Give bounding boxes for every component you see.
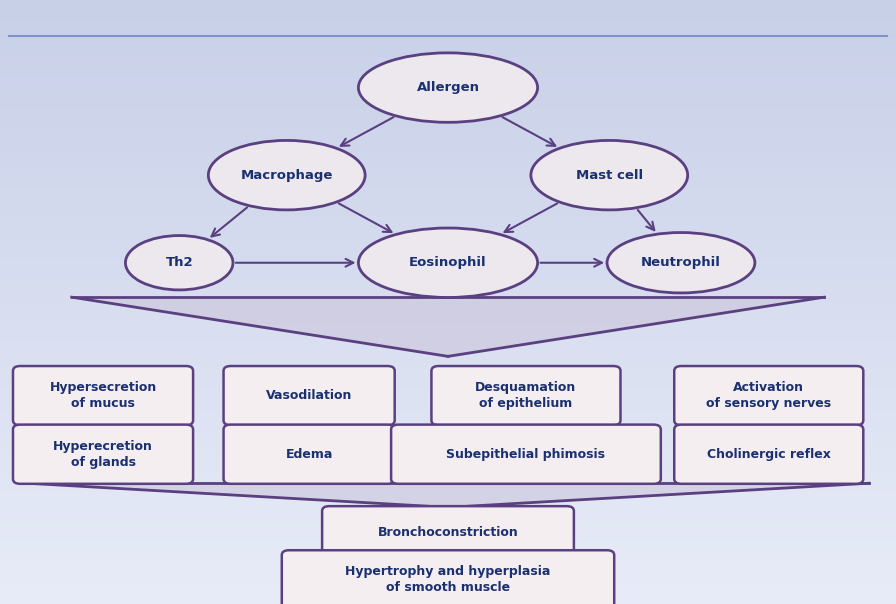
Text: Macrophage: Macrophage — [240, 169, 333, 182]
Text: Eosinophil: Eosinophil — [409, 256, 487, 269]
FancyBboxPatch shape — [674, 366, 864, 425]
Text: Vasodilation: Vasodilation — [266, 389, 352, 402]
FancyBboxPatch shape — [223, 366, 394, 425]
Text: Neutrophil: Neutrophil — [641, 256, 721, 269]
Text: Cholinergic reflex: Cholinergic reflex — [707, 448, 831, 461]
FancyBboxPatch shape — [13, 425, 194, 484]
FancyBboxPatch shape — [391, 425, 661, 484]
FancyBboxPatch shape — [323, 506, 574, 559]
FancyBboxPatch shape — [674, 425, 864, 484]
FancyBboxPatch shape — [431, 366, 620, 425]
Text: Bronchoconstriction: Bronchoconstriction — [377, 526, 519, 539]
Text: Allergen: Allergen — [417, 81, 479, 94]
FancyBboxPatch shape — [223, 425, 394, 484]
Ellipse shape — [208, 141, 366, 210]
Text: Th2: Th2 — [166, 256, 193, 269]
Ellipse shape — [358, 228, 538, 298]
Text: Mast cell: Mast cell — [576, 169, 642, 182]
Text: Activation
of sensory nerves: Activation of sensory nerves — [706, 381, 831, 410]
Polygon shape — [72, 297, 824, 356]
Ellipse shape — [607, 233, 754, 293]
Text: Desquamation
of epithelium: Desquamation of epithelium — [475, 381, 577, 410]
Polygon shape — [27, 483, 869, 507]
Text: Subepithelial phimosis: Subepithelial phimosis — [446, 448, 606, 461]
FancyBboxPatch shape — [13, 366, 194, 425]
Ellipse shape — [125, 236, 233, 290]
Text: Hypertrophy and hyperplasia
of smooth muscle: Hypertrophy and hyperplasia of smooth mu… — [345, 565, 551, 594]
Text: Edema: Edema — [286, 448, 332, 461]
Ellipse shape — [358, 53, 538, 123]
Ellipse shape — [531, 141, 688, 210]
Text: Hypersecretion
of mucus: Hypersecretion of mucus — [49, 381, 157, 410]
FancyBboxPatch shape — [281, 550, 615, 604]
Text: Hyperecretion
of glands: Hyperecretion of glands — [53, 440, 153, 469]
